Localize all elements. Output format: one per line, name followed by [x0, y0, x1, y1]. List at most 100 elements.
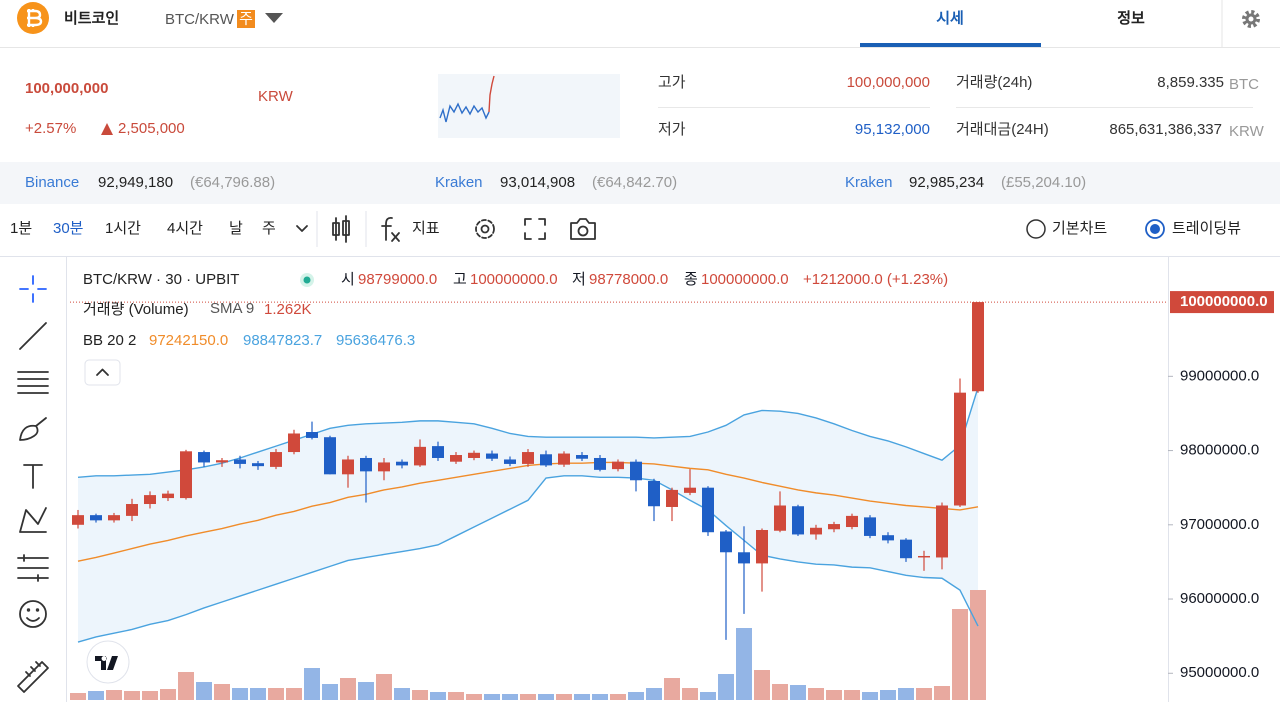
- volume-bar: [772, 684, 788, 700]
- candle-body: [828, 524, 840, 530]
- coin-title: 비트코인: [64, 9, 119, 27]
- forecast-tool[interactable]: [17, 554, 49, 582]
- interval[interactable]: 1시간: [105, 220, 141, 237]
- volume-bar: [556, 694, 572, 700]
- candle-icon[interactable]: [332, 215, 350, 243]
- stat-value: 8,859.335: [1157, 74, 1224, 91]
- candle-body: [126, 504, 138, 516]
- indicator[interactable]: 지표: [412, 220, 440, 237]
- candle-body: [846, 515, 858, 528]
- more-chevron[interactable]: [296, 225, 308, 232]
- candle-body: [306, 432, 318, 438]
- price-label: 100000000.0: [1180, 293, 1268, 310]
- ohlc-label: 종: [684, 271, 698, 288]
- volume-bar: [718, 674, 734, 700]
- sparkline: [488, 75, 495, 113]
- candle-body: [378, 462, 390, 472]
- volume-bar: [502, 694, 518, 700]
- ruler-tool[interactable]: [17, 661, 49, 693]
- emoji-tool[interactable]: [19, 600, 47, 628]
- status-dot: [303, 276, 311, 284]
- legend-symbol: BTC/KRW · 30 · UPBIT: [83, 271, 239, 288]
- volume-bar: [790, 685, 806, 700]
- volume-bar: [934, 686, 950, 700]
- change: 2,505,000: [118, 120, 185, 137]
- volume-bar: [88, 691, 104, 700]
- exchange-price: 92,985,234: [909, 174, 984, 191]
- lines-tool[interactable]: [17, 371, 49, 394]
- candle-body: [432, 446, 444, 458]
- legend-bb: BB 20 2: [83, 332, 136, 349]
- candle-body: [72, 515, 84, 525]
- collapse-button[interactable]: [84, 359, 121, 386]
- volume-bar: [682, 688, 698, 700]
- interval[interactable]: 날: [229, 220, 243, 237]
- volume-bar: [106, 690, 122, 700]
- ohlc-label: 고: [453, 271, 467, 288]
- candle-body: [792, 506, 804, 535]
- exchange-foreign: (€64,796.88): [190, 174, 275, 191]
- candle-body: [324, 437, 336, 475]
- logo[interactable]: [86, 640, 130, 684]
- candle-body: [468, 452, 480, 458]
- crosshair-tool[interactable]: [19, 275, 47, 303]
- brush-tool[interactable]: [19, 417, 47, 441]
- interval[interactable]: 1분: [10, 220, 32, 237]
- tab[interactable]: 시세: [936, 10, 964, 27]
- coin-glyph: [27, 9, 43, 27]
- stat-value: 100,000,000: [847, 74, 930, 91]
- volume-bar: [232, 688, 248, 700]
- stat-label: 거래량(24h): [956, 74, 1032, 91]
- volume-bar: [286, 688, 302, 700]
- settings-icon[interactable]: [475, 219, 495, 239]
- fullscreen-icon[interactable]: [524, 218, 546, 240]
- candle-body: [774, 505, 786, 531]
- interval[interactable]: 30분: [53, 220, 84, 237]
- volume-bar: [844, 690, 860, 700]
- pattern-tool[interactable]: [19, 507, 47, 533]
- ohlc-legend: 시 98799000.0 고 100000000.0 저 98778000.0 종 10000…: [341, 271, 789, 288]
- bb-value: 95636476.3: [336, 332, 415, 349]
- radio[interactable]: [1026, 219, 1046, 239]
- settings-icon[interactable]: [1242, 10, 1260, 28]
- volume-bar: [484, 694, 500, 700]
- text-tool[interactable]: [23, 464, 43, 489]
- badge-box: [237, 10, 255, 28]
- gear-teeth: [1242, 10, 1260, 28]
- exchange-price: 93,014,908: [500, 174, 575, 191]
- exchanges: Binance 92,949,180 (€64,796.88) Kraken 93,01…: [25, 174, 1086, 191]
- volume-bar: [916, 688, 932, 700]
- sparkline: [439, 102, 490, 123]
- candle-body: [882, 535, 894, 541]
- candle-body: [666, 489, 678, 507]
- tab[interactable]: 정보: [1117, 9, 1145, 27]
- volume-bar: [70, 693, 86, 700]
- collapse-chevron: [96, 368, 109, 376]
- icon-stroke: [570, 218, 596, 240]
- radio-dot: [1150, 224, 1160, 234]
- interval[interactable]: 주: [262, 220, 276, 237]
- fx-icon[interactable]: [381, 216, 400, 242]
- candle-body: [108, 515, 120, 521]
- band-line: [77, 475, 979, 643]
- mode[interactable]: 트레이딩뷰: [1172, 220, 1241, 237]
- line-tool[interactable]: [19, 322, 47, 350]
- camera-icon[interactable]: [570, 218, 596, 240]
- dropdown[interactable]: [265, 13, 283, 23]
- ohlc-value: 100000000.0: [701, 271, 789, 288]
- icon-stroke: [26, 617, 40, 622]
- volume-bar: [376, 674, 392, 700]
- volume-bar: [592, 694, 608, 700]
- mode[interactable]: 기본차트: [1052, 220, 1107, 237]
- interval[interactable]: 4시간: [167, 220, 203, 237]
- volume-bar: [322, 684, 338, 700]
- candle-body: [918, 555, 930, 558]
- stats: 고가 100,000,000 저가 95,132,000 거래량(24h) 8,859.3…: [658, 74, 1265, 140]
- volume-bar: [124, 691, 140, 700]
- volume-bar: [898, 688, 914, 700]
- stat-value: 865,631,386,337: [1109, 121, 1222, 138]
- intervals: 1분 30분 1시간 4시간 날 주: [10, 220, 276, 237]
- stat-label: 거래대금(24H): [956, 121, 1049, 138]
- exchange-name: Kraken: [845, 174, 893, 191]
